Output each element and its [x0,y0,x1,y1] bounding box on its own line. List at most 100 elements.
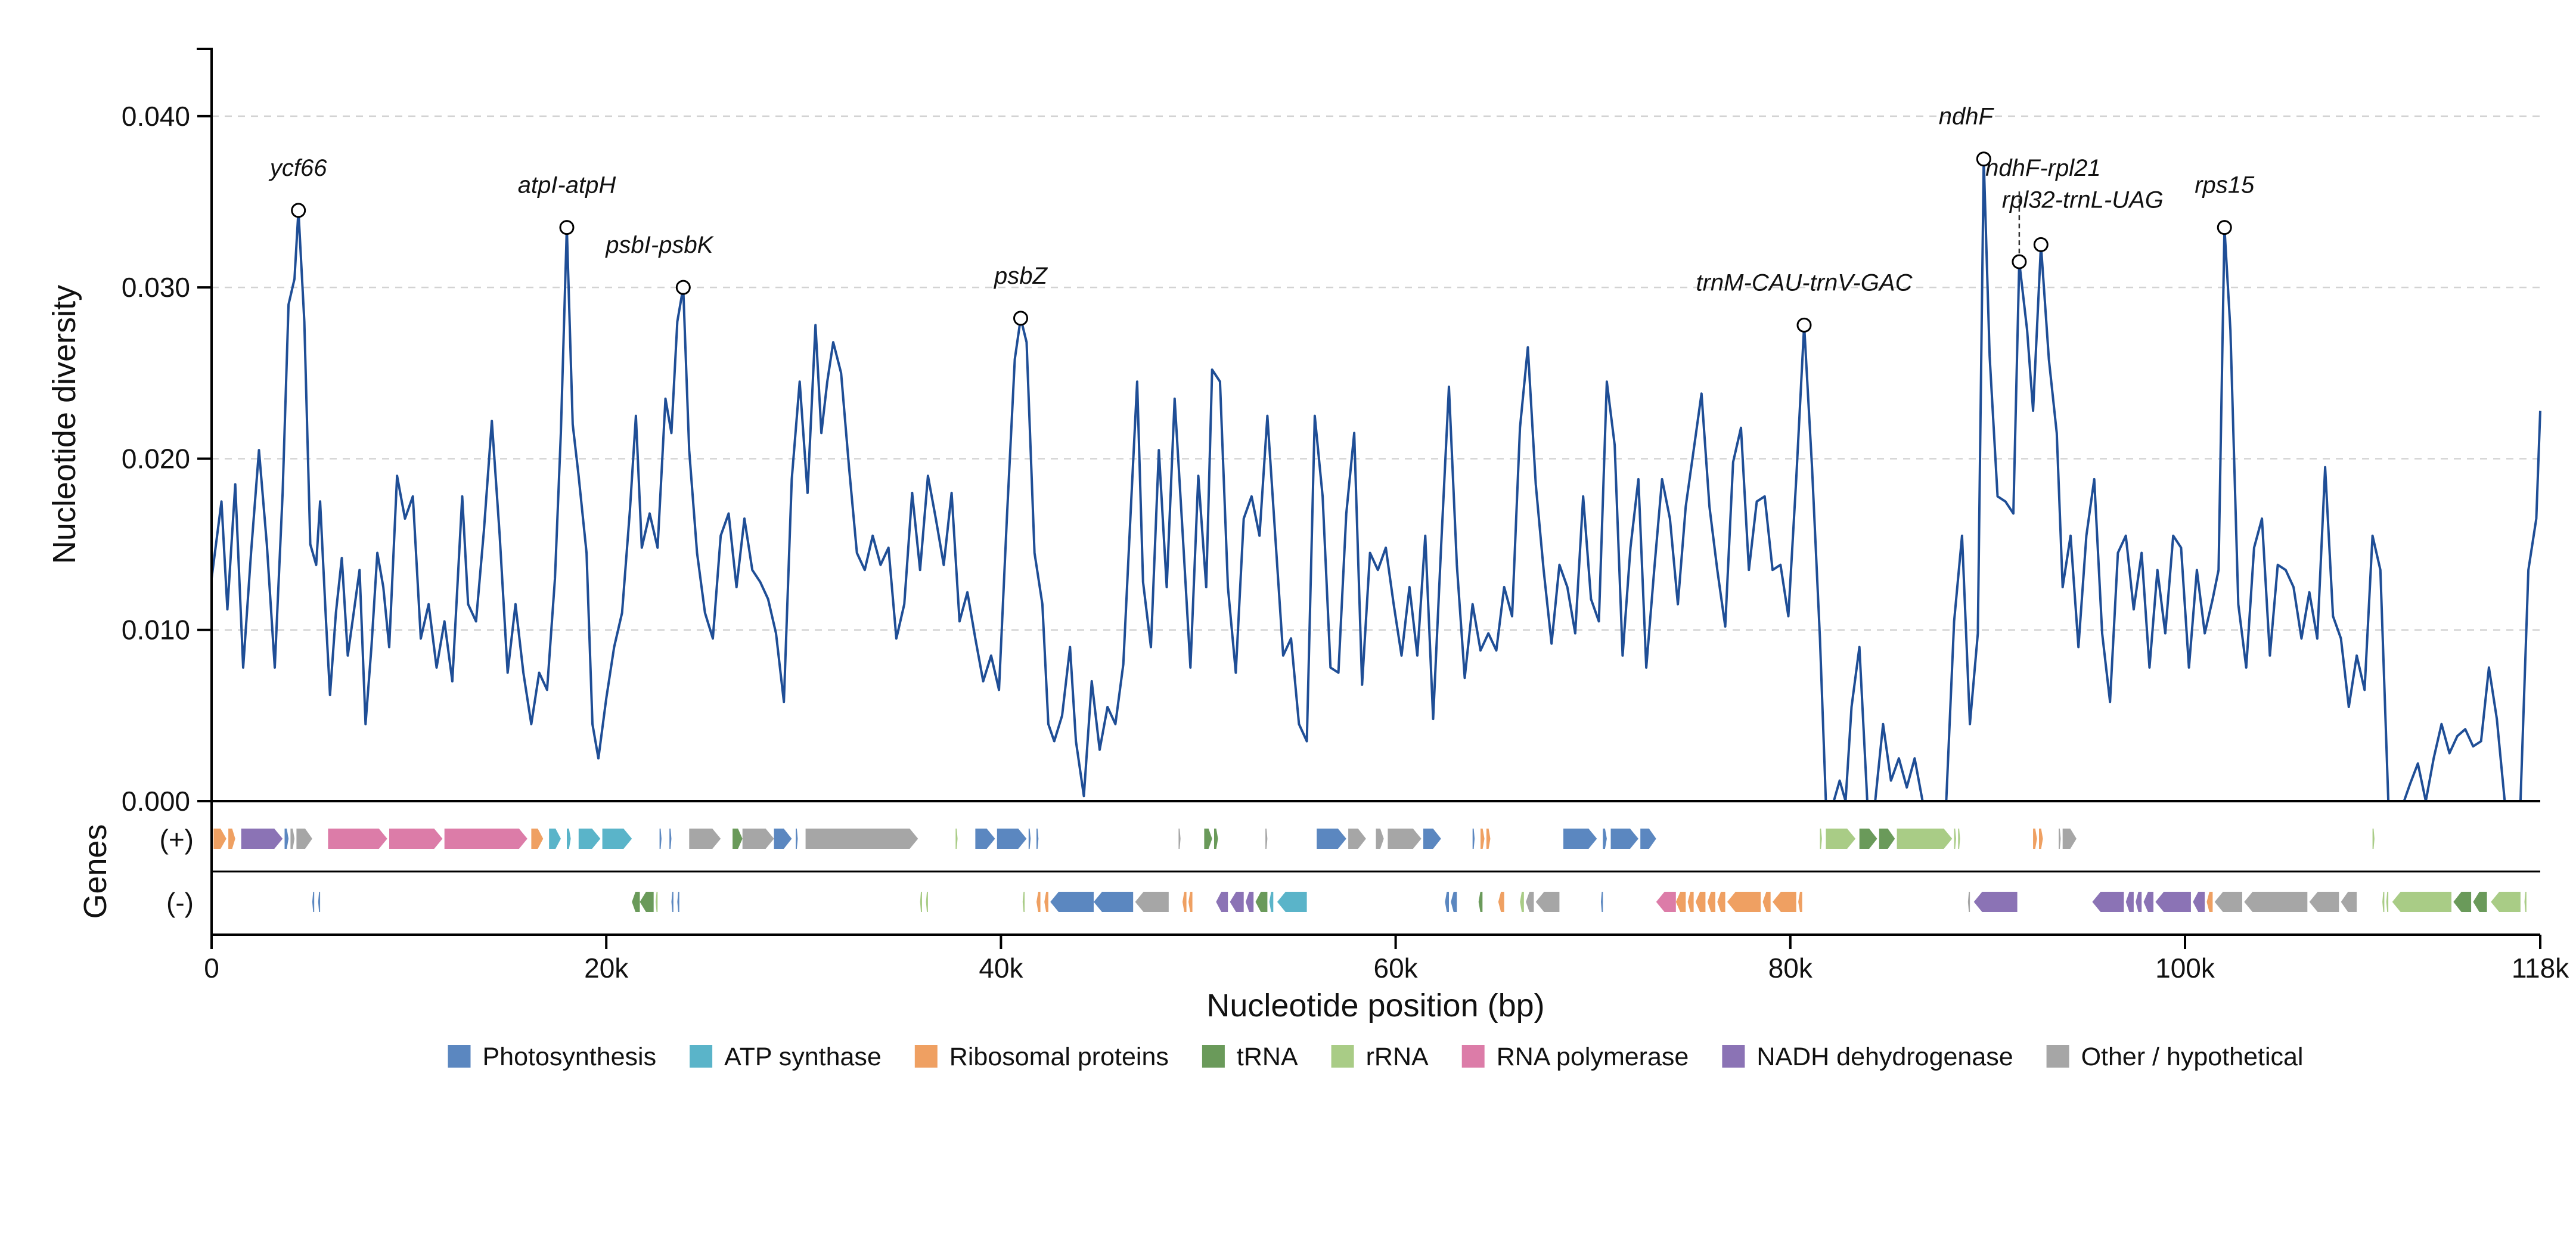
peak-label: ycf66 [268,155,327,181]
gene-arrow [2059,829,2061,849]
y-tick-label: 0.010 [122,615,190,646]
x-tick-label: 0 [204,953,219,984]
gene-arrow [733,829,743,849]
gene-arrow [290,829,295,849]
gene-arrow [1317,829,1346,849]
diversity-line-series [210,157,2541,802]
gene-arrow [1348,829,1366,849]
gene-arrow [2392,892,2451,912]
gene-arrow [1486,829,1491,849]
gene-arrow [1178,829,1181,849]
x-tick-label: 60k [1374,953,1419,984]
gene-arrow [689,829,721,849]
gene-arrow [1036,892,1041,912]
gene-arrow [284,829,289,849]
gene-arrow [2382,892,2385,912]
peak-label: psbI-psbK [605,232,714,258]
gene-arrow [531,829,544,849]
gene-arrow [2453,892,2472,912]
gene-arrow [1028,829,1031,849]
legend-swatch [1722,1045,1745,1068]
gene-arrow [1717,892,1725,912]
gene-arrow [296,829,312,849]
y-axis-title: Nucleotide diversity [46,285,82,564]
gene-arrow [1762,892,1771,912]
gene-arrow [1188,892,1193,912]
y-tick-label: 0.020 [122,443,190,474]
gene-arrow [1773,892,1796,912]
gene-arrow [389,829,443,849]
legend-label: ATP synthase [724,1043,882,1071]
gene-arrow [669,829,672,849]
gene-arrow [241,829,283,849]
gene-arrow [1535,892,1560,912]
gene-arrow [2143,892,2153,912]
gene-arrow [656,892,658,912]
legend: Photosynthesis ATP synthase Ribosomal prot… [448,1043,2303,1071]
gene-arrow [1481,829,1485,849]
peak-marker [1013,311,1029,326]
gene-arrow [1954,829,1956,849]
gene-arrow [602,829,632,849]
gene-arrow [774,829,792,849]
y-tick-label: 0.040 [122,101,190,132]
legend-swatch [1202,1045,1225,1068]
gene-arrow [1445,892,1449,912]
legend-label: tRNA [1237,1043,1298,1071]
legend-label: rRNA [1366,1043,1429,1071]
gene-arrow [312,892,315,912]
gene-arrow [2092,892,2124,912]
gene-arrow [1388,829,1422,849]
legend-swatch [448,1045,471,1068]
gene-arrow [1707,892,1715,912]
main-axes [197,48,2540,802]
peak-marker [2033,237,2049,252]
gene-arrow [632,892,640,912]
gene-arrow [1826,829,1856,849]
gene-arrow [1820,829,1822,849]
legend-item: Ribosomal proteins [914,1043,1169,1071]
y-tick-label: 0.000 [122,786,190,817]
gene-arrow [1451,892,1457,912]
gene-arrow [1255,892,1268,912]
gene-arrow [1183,892,1187,912]
gene-arrow [1603,829,1607,849]
gene-arrow [805,829,918,849]
gene-arrow [1687,892,1694,912]
gene-arrow [659,829,662,849]
gene-arrow [1472,829,1475,849]
gene-arrow [955,829,958,849]
legend-item: NADH dehydrogenase [1722,1043,2013,1071]
peak-marker [291,203,306,218]
gene-arrow [1216,892,1228,912]
gene-arrow [677,892,679,912]
gene-arrow [975,829,995,849]
strand-label-plus: (+) [160,824,194,855]
gene-arrow [1520,892,1524,912]
gene-arrow [1214,829,1218,849]
gene-arrow [1423,829,1441,849]
x-tick-label: 40k [979,953,1023,984]
gene-arrow [1656,892,1676,912]
peak-label: atpI-atpH [518,172,616,199]
legend-swatch [1461,1045,1485,1068]
gene-arrow [1135,892,1169,912]
legend-item: rRNA [1331,1043,1429,1071]
gene-arrow [1246,892,1254,912]
gene-arrow [1265,829,1268,849]
gene-arrow [2372,829,2375,849]
gene-arrow [567,829,571,849]
gene-arrow [1044,892,1048,912]
gene-track-panel: (+) (-) Genes [77,801,2540,936]
legend-label: Photosynthesis [483,1043,657,1071]
gene-arrow [1204,829,1212,849]
peak-label: psbZ [994,263,1048,289]
diversity-line [210,157,2541,802]
genes-axis-label: Genes [77,824,113,919]
gene-arrow [1036,829,1039,849]
gene-arrow [318,892,321,912]
gene-arrow [671,892,674,912]
gene-arrow [2214,892,2242,912]
gene-arrow [1967,892,1970,912]
